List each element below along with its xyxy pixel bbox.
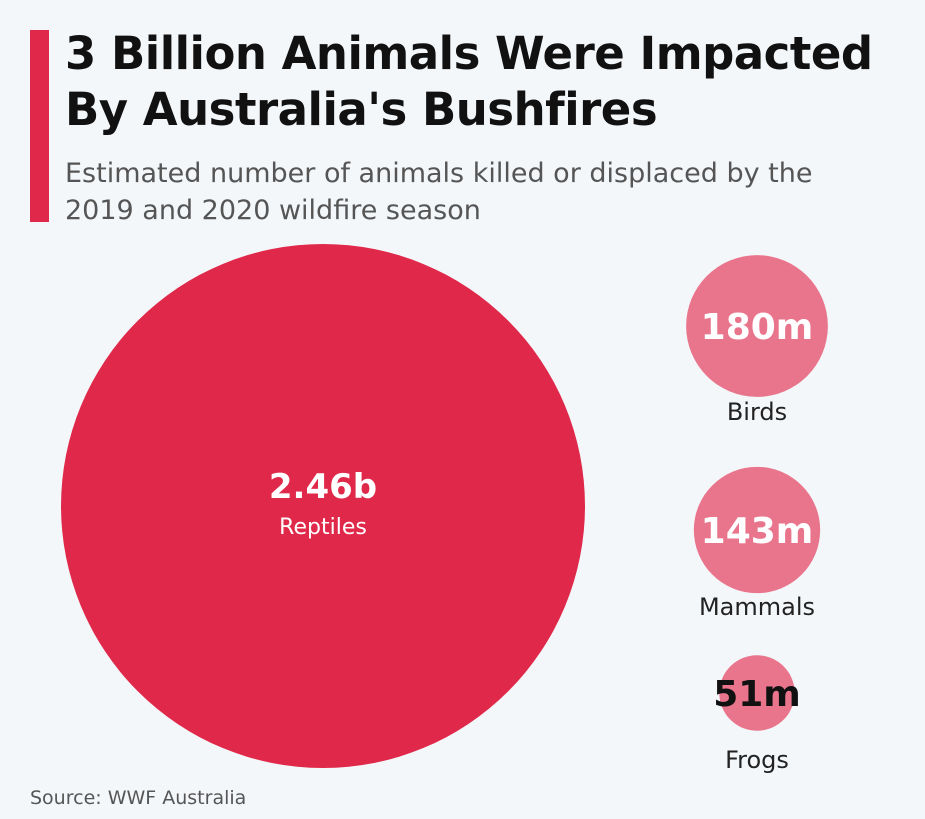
bubble-group-reptiles: 2.46b Reptiles	[61, 244, 585, 768]
data-label-frogs-value: 51m	[713, 674, 801, 715]
chart-subtitle: Estimated number of animals killed or di…	[65, 158, 813, 226]
data-label-birds-value: 180m	[701, 307, 814, 348]
bubble-mammals	[693, 466, 821, 594]
bubble-reptiles	[61, 244, 585, 768]
data-label-frogs-category: Frogs	[725, 746, 789, 774]
data-label-reptiles-category: Reptiles	[279, 515, 367, 540]
data-label-mammals-category: Mammals	[699, 593, 815, 621]
chart-title: 3 Billion Animals Were Impacted By Austr…	[65, 27, 873, 136]
bubble-birds	[686, 255, 828, 397]
bubble-group-frogs: 51m Frogs	[713, 655, 801, 774]
data-label-mammals-value: 143m	[701, 511, 814, 552]
data-label-birds-category: Birds	[727, 398, 787, 426]
bubble-group-mammals: 143m Mammals	[693, 466, 821, 621]
data-label-reptiles-value: 2.46b	[269, 467, 377, 507]
bubble-group-birds: 180m Birds	[686, 255, 828, 426]
bubble-frogs	[719, 655, 795, 731]
title-accent-bar	[30, 30, 49, 222]
source-note: Source: WWF Australia	[30, 787, 247, 809]
